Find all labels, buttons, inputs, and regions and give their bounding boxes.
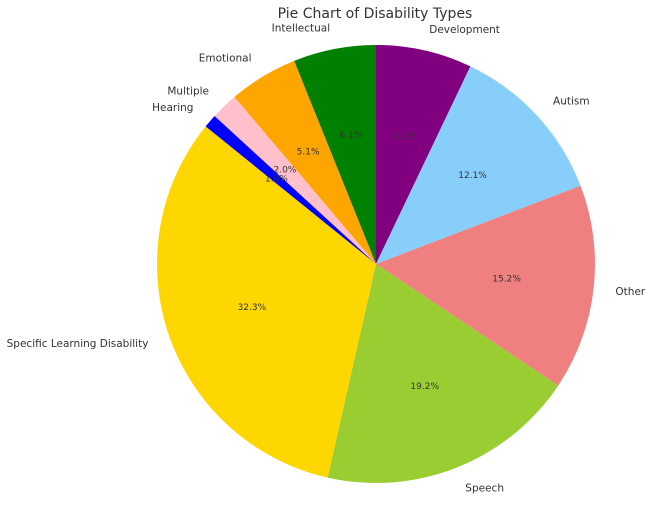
pie-slice-emotional	[234, 60, 376, 264]
slice-label-other: Other	[615, 286, 645, 298]
pie-labels: Development 7.1% Autism 12.1% Other 15.2% Spee…	[7, 23, 646, 495]
slice-percent-multiple: 2.0%	[273, 165, 296, 175]
slice-label-specific-learning-disability: Specific Learning Disability	[7, 338, 149, 350]
pie-slice-development	[376, 45, 471, 264]
pie-slice-hearing	[205, 115, 376, 264]
pie-slice-multiple	[214, 96, 376, 265]
slice-label-speech: Speech	[465, 483, 504, 495]
slice-label-intellectual: Intellectual	[272, 23, 331, 35]
slice-percent-emotional: 5.1%	[297, 147, 320, 157]
chart-title: Pie Chart of Disability Types	[278, 6, 473, 22]
slice-label-emotional: Emotional	[199, 53, 252, 65]
slice-label-autism: Autism	[553, 96, 590, 108]
pie-slices	[157, 45, 595, 483]
slice-label-multiple: Multiple	[167, 85, 209, 97]
slice-percent-other: 15.2%	[492, 275, 521, 285]
slice-percent-development: 7.1%	[394, 132, 417, 142]
slice-label-hearing: Hearing	[152, 102, 193, 114]
slice-label-development: Development	[429, 24, 500, 36]
slice-percent-intellectual: 6.1%	[340, 131, 363, 141]
pie-slice-speech	[327, 264, 559, 483]
slice-percent-autism: 12.1%	[458, 171, 487, 181]
pie-slice-autism	[376, 66, 581, 265]
pie-slice-specific-learning-disability	[157, 126, 376, 478]
slice-percent-speech: 19.2%	[410, 382, 439, 392]
pie-slice-other	[376, 185, 595, 386]
slice-percent-specific-learning-disability: 32.3%	[238, 303, 267, 313]
slice-percent-hearing: 1.0%	[265, 174, 288, 184]
pie-slice-intellectual	[294, 45, 376, 264]
